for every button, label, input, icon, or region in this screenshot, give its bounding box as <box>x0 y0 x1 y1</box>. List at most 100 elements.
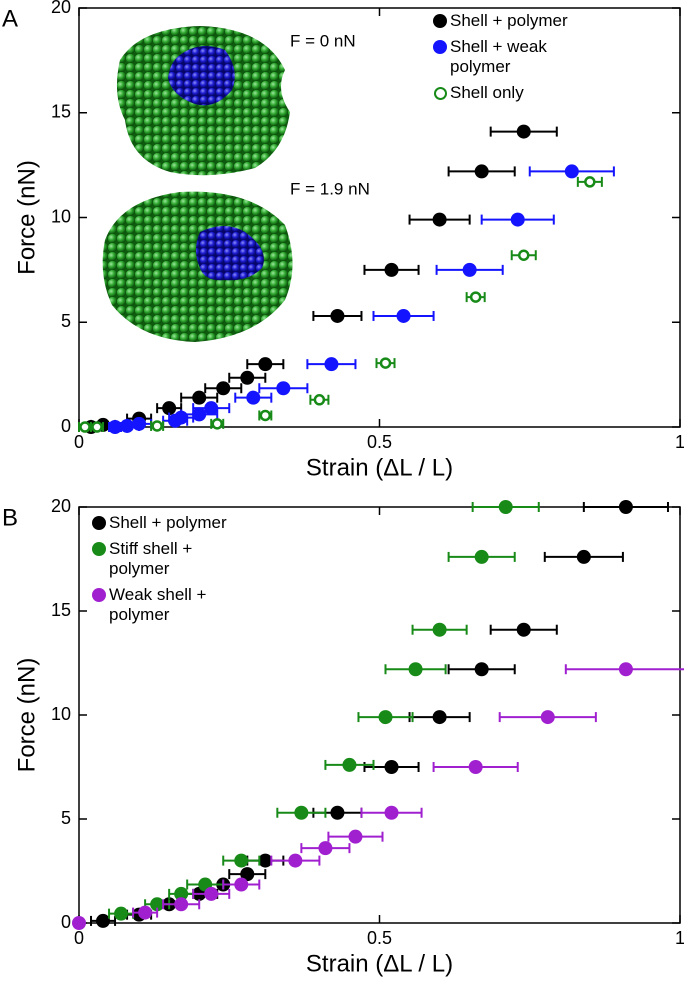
point <box>174 410 189 425</box>
point <box>138 905 153 920</box>
point <box>462 262 477 277</box>
point <box>498 500 513 514</box>
point <box>174 886 189 901</box>
panel-label: B <box>2 504 18 531</box>
point <box>132 416 147 431</box>
point <box>379 357 392 369</box>
point <box>258 853 273 868</box>
legend-entry: Shell + polymer <box>89 513 244 533</box>
point <box>216 381 231 396</box>
point <box>258 357 273 372</box>
y-tick-label: 15 <box>51 600 71 620</box>
panel-label: A <box>2 5 18 32</box>
point <box>510 212 525 227</box>
legend-entry: Weak shell + polymer <box>89 585 244 625</box>
point <box>576 549 591 564</box>
point <box>330 308 345 323</box>
legend-swatch <box>430 83 450 100</box>
y-tick-label: 15 <box>51 102 71 122</box>
point <box>432 212 447 227</box>
legend-label: Shell + polymer <box>450 11 568 30</box>
legend-marker <box>92 542 106 556</box>
point <box>384 760 399 774</box>
point <box>192 390 207 405</box>
point <box>79 421 91 433</box>
point <box>204 886 219 901</box>
x-tick-label: 0.5 <box>367 928 392 948</box>
inset-image <box>102 26 293 342</box>
legend: Shell + polymer Stiff shell + polymer Weak… <box>89 513 244 631</box>
point <box>432 622 447 637</box>
point <box>259 409 272 422</box>
x-tick-label: 0 <box>74 432 84 452</box>
legend-label: Stiff shell + polymer <box>109 539 193 578</box>
y-tick-label: 20 <box>51 496 71 516</box>
point <box>318 841 333 856</box>
legend-swatch <box>430 37 450 54</box>
point <box>408 662 423 677</box>
point <box>246 390 261 405</box>
point <box>234 853 249 868</box>
point <box>276 381 291 396</box>
point <box>114 906 129 921</box>
point <box>517 249 530 261</box>
point <box>540 710 555 725</box>
point <box>469 291 482 303</box>
point <box>564 164 579 179</box>
point <box>584 176 596 188</box>
legend-swatch <box>89 539 109 556</box>
point <box>96 913 111 928</box>
y-axis-label: Force (nN) <box>13 658 40 773</box>
point <box>324 357 339 372</box>
x-axis-label: Strain (ΔL / L) <box>306 454 453 481</box>
point <box>330 805 345 820</box>
y-tick-label: 10 <box>51 206 71 226</box>
point <box>151 420 163 432</box>
point <box>396 308 411 323</box>
y-tick-label: 10 <box>51 704 71 724</box>
point <box>516 124 531 139</box>
point <box>162 401 177 416</box>
point <box>384 262 399 277</box>
y-tick-label: 20 <box>51 0 71 17</box>
point <box>618 500 633 514</box>
legend-entry: Shell only <box>430 83 585 103</box>
legend-entry: Shell + polymer <box>430 11 585 31</box>
legend: Shell + polymer Shell + weak polymer Shell… <box>430 11 585 109</box>
point <box>240 867 255 882</box>
legend-marker <box>433 40 447 54</box>
point <box>618 662 633 677</box>
legend-marker <box>92 588 106 602</box>
y-tick-label: 5 <box>61 311 71 331</box>
x-tick-label: 0.5 <box>367 432 392 452</box>
point <box>234 877 249 892</box>
point <box>204 401 219 416</box>
point <box>120 418 135 433</box>
point <box>174 897 189 912</box>
legend-marker <box>433 14 447 28</box>
legend-swatch <box>89 585 109 602</box>
point <box>72 916 86 930</box>
point <box>474 164 489 179</box>
point <box>468 760 483 774</box>
point <box>474 549 489 564</box>
annotation: F = 0 nN <box>290 31 356 50</box>
point <box>150 897 165 912</box>
point <box>108 420 123 434</box>
point <box>348 829 363 844</box>
point <box>342 757 357 772</box>
legend-label: Weak shell + polymer <box>109 585 207 624</box>
legend-swatch <box>430 11 450 28</box>
y-axis-label: Force (nN) <box>13 160 40 275</box>
x-tick-label: 1 <box>675 432 684 452</box>
point <box>516 622 531 637</box>
legend-label: Shell + polymer <box>109 513 227 532</box>
x-tick-label: 0 <box>74 928 84 948</box>
x-axis-label: Strain (ΔL / L) <box>306 950 453 977</box>
legend-label: Shell + weak polymer <box>450 37 547 76</box>
legend-marker <box>433 87 447 100</box>
y-tick-label: 0 <box>61 416 71 436</box>
y-tick-label: 5 <box>61 808 71 828</box>
point <box>211 418 223 430</box>
